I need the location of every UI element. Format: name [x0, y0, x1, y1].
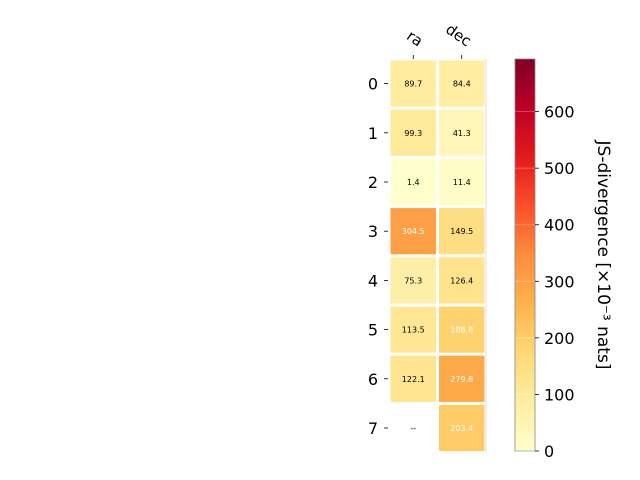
cell-value-label: 126.4 — [450, 276, 473, 285]
cell-value-label: 11.4 — [453, 178, 471, 187]
cell-value-label: 99.3 — [404, 129, 422, 138]
row-label: 2 — [368, 173, 378, 192]
cell-value-label: 113.5 — [402, 326, 425, 335]
cell-value-label: 149.5 — [450, 227, 473, 236]
heatmap-cell — [439, 109, 485, 156]
heatmap-cell — [390, 158, 436, 206]
heatmap-cell — [439, 257, 485, 304]
row-label: 5 — [368, 321, 378, 340]
heatmap-cell — [439, 355, 485, 402]
colorbar — [514, 58, 536, 452]
heatmap-cell — [439, 404, 485, 452]
cell-value-label: 75.3 — [404, 276, 422, 285]
row-label: 6 — [368, 370, 378, 389]
column-label: dec — [442, 20, 474, 50]
heatmap-cell — [390, 60, 436, 107]
cell-value-label: 89.7 — [404, 80, 422, 89]
heatmap-cell — [390, 306, 436, 353]
colorbar-tick-label: 600 — [544, 103, 575, 122]
row-label: 1 — [368, 124, 378, 143]
colorbar-tick-label: 300 — [544, 272, 575, 291]
colorbar-tick-label: 0 — [544, 442, 554, 461]
row-label: 0 — [368, 75, 378, 94]
colorbar-ticks: 0 100 200 300 400 500 600 — [515, 103, 575, 461]
heatmap-cell — [390, 355, 436, 402]
colorbar-tick-label: 400 — [544, 216, 575, 235]
cell-value-label: 84.4 — [453, 80, 471, 89]
cell-value-label: -- — [410, 424, 416, 433]
colorbar-tick-label: 100 — [544, 385, 575, 404]
cell-value-label: 279.8 — [450, 375, 473, 384]
colorbar-label: JS-divergence [×10⁻³ nats] — [593, 140, 613, 370]
colorbar-tick-label: 500 — [544, 159, 575, 178]
colorbar-tick-label: 200 — [544, 329, 575, 348]
cell-value-label: 1.4 — [407, 178, 420, 187]
row-label: 3 — [368, 222, 378, 241]
cell-value-label: 122.1 — [402, 375, 425, 384]
column-labels: ra dec — [403, 20, 475, 59]
heatmap-cell — [439, 60, 485, 107]
row-label: 4 — [368, 271, 378, 290]
heatmap-cell — [439, 208, 485, 255]
cell-value-label: 41.3 — [453, 129, 471, 138]
row-labels: 0 1 2 3 4 5 6 7 — [368, 75, 388, 438]
cell-value-label: 304.5 — [402, 227, 425, 236]
heatmap-cell — [390, 208, 436, 255]
cell-value-label: 203.4 — [450, 424, 473, 433]
heatmap-cell — [390, 257, 436, 304]
cell-value-label: 186.8 — [450, 326, 473, 335]
column-label: ra — [403, 27, 426, 51]
heatmap-cells: 89.7 84.4 99.3 41.3 1.4 11.4 304.5 149.5 75.3 126… — [390, 60, 485, 452]
heatmap-cell — [390, 109, 436, 156]
heatmap-cell — [439, 306, 485, 353]
row-label: 7 — [368, 419, 378, 438]
heatmap-cell — [439, 158, 485, 206]
